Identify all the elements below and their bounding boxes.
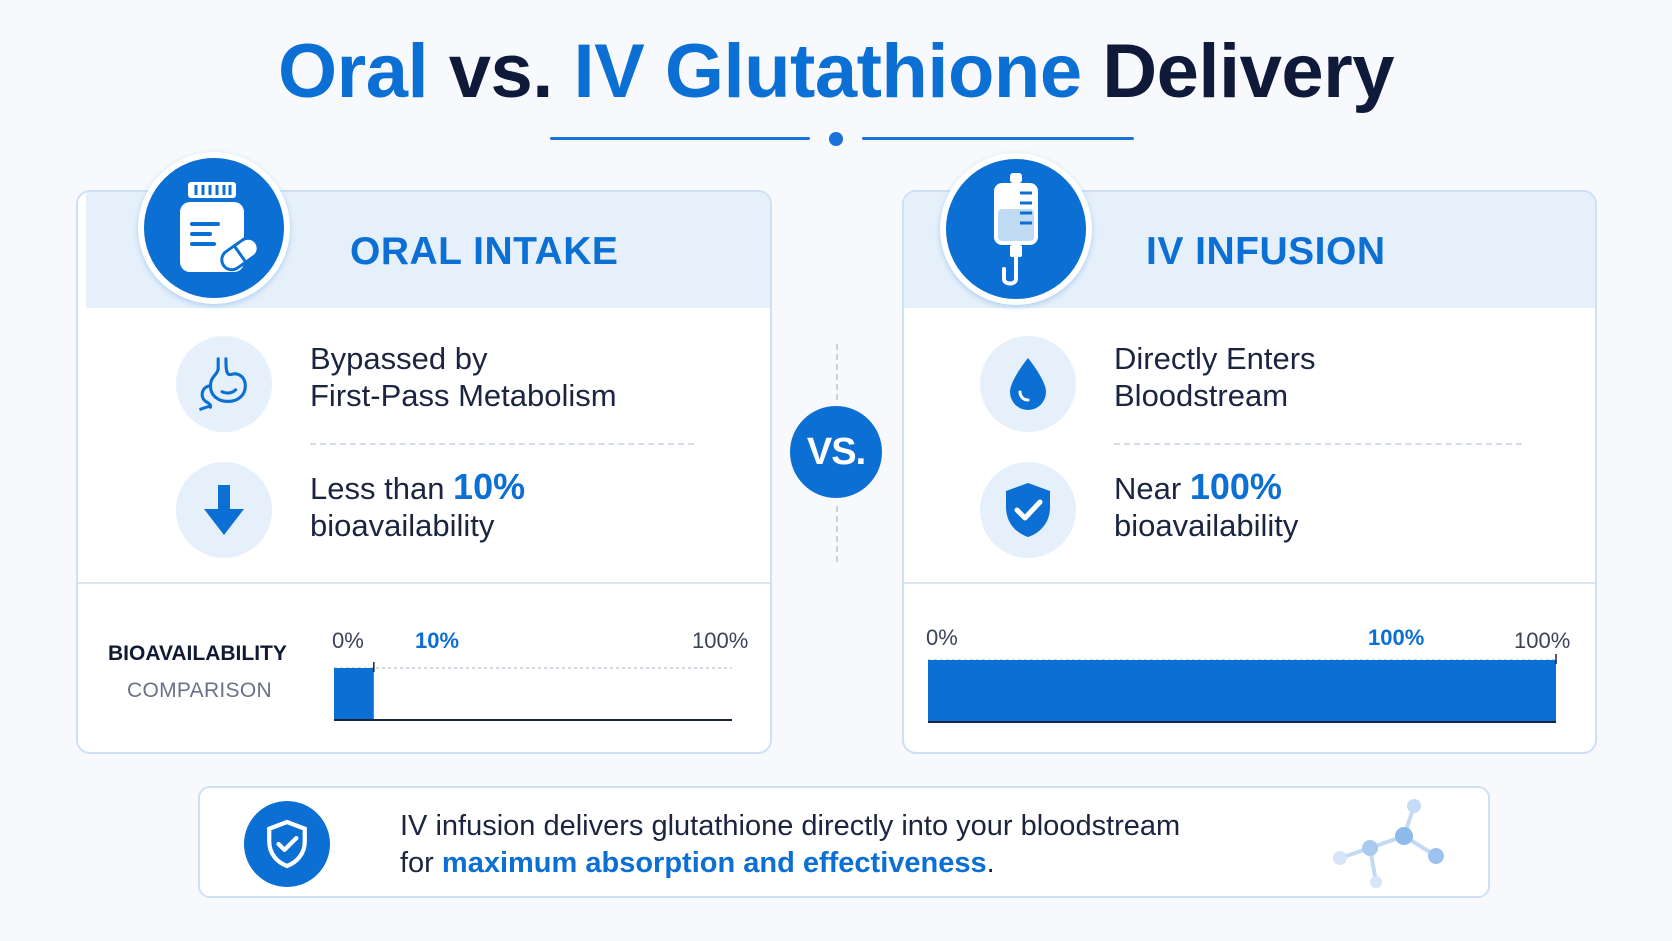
oral-tick-max: 100% — [692, 628, 749, 653]
iv-feature-bloodstream-line2: Bloodstream — [1114, 378, 1289, 413]
droplet-icon — [980, 336, 1076, 432]
iv-feature-bloodstream: Directly Enters Bloodstream — [1114, 340, 1316, 414]
iv-bioavailability-chart — [928, 654, 1557, 723]
shield-check-icon — [244, 801, 330, 887]
oral-bioavailability-label: bioavailability — [310, 508, 495, 543]
title-vs: vs. — [428, 29, 574, 114]
iv-feature-divider — [1114, 443, 1522, 445]
oral-panel-divider — [78, 582, 770, 584]
summary-banner: IV infusion delivers glutathione directl… — [198, 786, 1490, 898]
title-iv-glutathione: IV Glutathione — [573, 29, 1082, 114]
iv-bar-iv — [928, 660, 1556, 722]
summary-text: IV infusion delivers glutathione directl… — [400, 808, 1180, 882]
title-divider-left — [550, 137, 810, 140]
iv-feature-bioavailability: Near 100% bioavailability — [1114, 468, 1298, 544]
title-divider-dot — [829, 132, 843, 146]
oral-bar-oral — [334, 668, 374, 720]
iv-bioavailability-prefix: Near — [1114, 471, 1190, 506]
iv-tick-value: 100% — [1368, 625, 1425, 650]
summary-line1: IV infusion delivers glutathione directl… — [400, 810, 1181, 842]
down-arrow-icon — [176, 462, 272, 558]
oral-tick-min: 0% — [332, 628, 364, 653]
stomach-icon — [176, 336, 272, 432]
iv-bioavailability-value: 100% — [1189, 466, 1282, 507]
vs-divider-top — [836, 344, 838, 400]
page-title: Oral vs. IV Glutathione Delivery — [0, 28, 1672, 115]
iv-panel-divider — [904, 582, 1595, 584]
iv-tick-min: 0% — [926, 625, 958, 650]
oral-feature-metabolism-line2: First-Pass Metabolism — [310, 378, 617, 413]
oral-feature-bioavailability: Less than 10% bioavailability — [310, 468, 525, 544]
oral-bioavailability-prefix: Less than — [310, 471, 454, 506]
vs-divider-bottom — [836, 506, 838, 562]
iv-panel-title: IV INFUSION — [1146, 230, 1386, 273]
iv-bag-icon — [940, 153, 1092, 305]
pill-bottle-icon — [138, 152, 290, 304]
shield-check-icon — [980, 462, 1076, 558]
oral-feature-metabolism: Bypassed by First-Pass Metabolism — [310, 340, 617, 414]
oral-bioavailability-chart — [334, 662, 732, 721]
iv-tick-max: 100% — [1514, 628, 1571, 653]
comparison-subtitle: COMPARISON — [127, 679, 272, 702]
summary-highlight: maximum absorption and effectiveness — [441, 847, 987, 879]
iv-feature-bloodstream-line1: Directly Enters — [1114, 341, 1316, 376]
oral-tick-value: 10% — [415, 628, 460, 653]
oral-feature-divider — [310, 443, 694, 445]
oral-panel-title: ORAL INTAKE — [350, 230, 619, 273]
summary-prefix: for — [400, 847, 442, 879]
iv-bioavailability-label: bioavailability — [1114, 508, 1299, 543]
comparison-title: BIOAVAILABILITY — [108, 642, 287, 665]
vs-badge: VS. — [790, 406, 882, 498]
title-delivery: Delivery — [1081, 29, 1394, 114]
title-oral: Oral — [278, 29, 429, 114]
title-divider-right — [862, 137, 1134, 140]
summary-suffix: . — [986, 847, 995, 879]
molecule-icon — [1333, 799, 1444, 888]
oral-bioavailability-value: 10% — [453, 466, 526, 507]
oral-feature-metabolism-line1: Bypassed by — [310, 341, 488, 376]
